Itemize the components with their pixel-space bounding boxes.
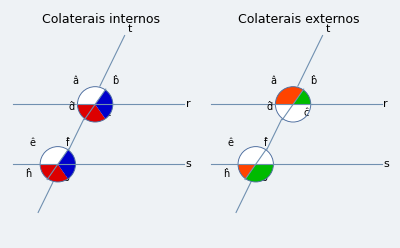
Text: ê: ê — [29, 138, 35, 148]
Text: t: t — [326, 24, 330, 33]
Circle shape — [238, 147, 274, 182]
Text: ĝ: ĝ — [64, 170, 70, 181]
Wedge shape — [95, 90, 113, 104]
Text: r: r — [384, 99, 388, 109]
Circle shape — [40, 147, 76, 182]
Wedge shape — [78, 104, 105, 122]
Text: ĥ: ĥ — [26, 169, 32, 179]
Wedge shape — [238, 164, 256, 179]
Text: ê: ê — [227, 138, 233, 148]
Text: r: r — [186, 99, 190, 109]
Text: b̂: b̂ — [112, 76, 118, 86]
Text: ĉ: ĉ — [106, 108, 111, 118]
Text: s: s — [384, 159, 389, 169]
Text: s: s — [186, 159, 191, 169]
Circle shape — [78, 87, 113, 122]
Wedge shape — [58, 150, 76, 164]
Text: f̂: f̂ — [264, 138, 268, 148]
Wedge shape — [58, 164, 76, 179]
Wedge shape — [95, 104, 113, 119]
Circle shape — [275, 87, 311, 122]
Title: Colaterais internos: Colaterais internos — [42, 13, 160, 26]
Text: b̂: b̂ — [310, 76, 316, 86]
Text: d̂: d̂ — [266, 102, 272, 112]
Text: â: â — [270, 76, 276, 86]
Wedge shape — [293, 90, 311, 104]
Text: â: â — [72, 76, 78, 86]
Text: ĉ: ĉ — [304, 108, 309, 118]
Title: Colaterais externos: Colaterais externos — [238, 13, 360, 26]
Text: t: t — [128, 24, 132, 33]
Text: d̂: d̂ — [68, 102, 74, 112]
Text: ĝ: ĝ — [262, 170, 268, 181]
Wedge shape — [246, 164, 274, 182]
Wedge shape — [40, 164, 68, 182]
Text: f̂: f̂ — [67, 138, 70, 148]
Wedge shape — [275, 87, 303, 104]
Text: ĥ: ĥ — [224, 169, 230, 179]
